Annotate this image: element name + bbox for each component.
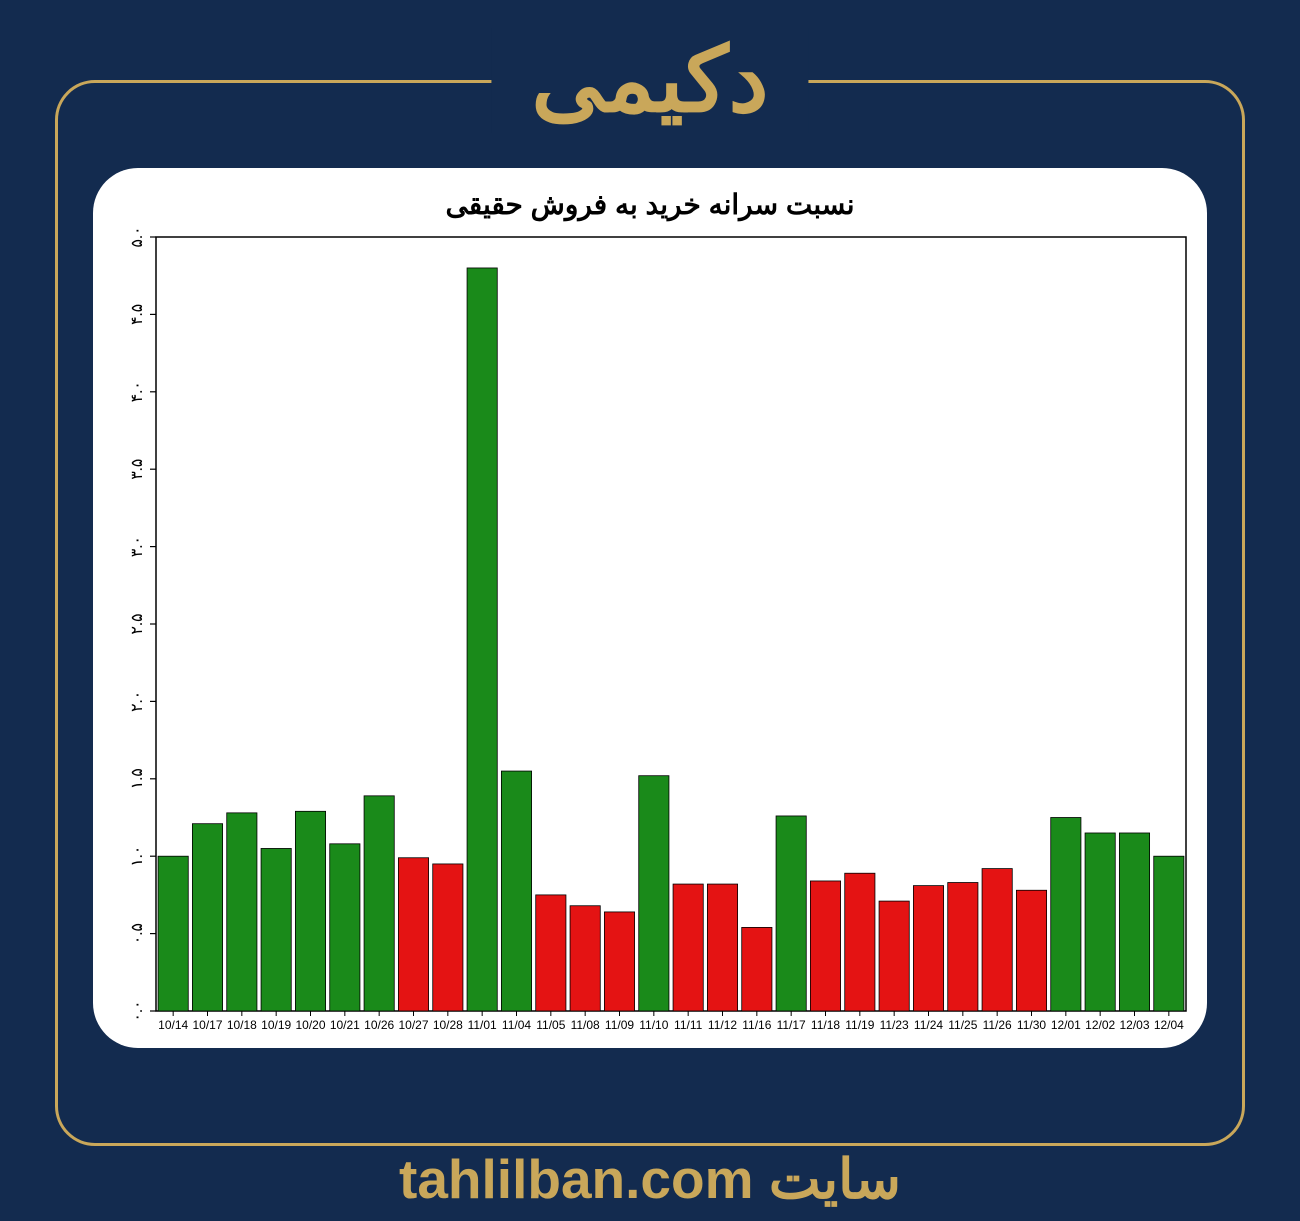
bar (707, 884, 737, 1011)
bar (1119, 833, 1149, 1011)
svg-text:۳.۰: ۳.۰ (129, 536, 146, 557)
bar-chart-svg: ۰.۰ ۰.۵ ۱.۰ ۱.۵ ۲.۰ ۲.۵ ۳.۰ ۳.۵ ۴.۰ ۴.۵ ۵.۰ 10/14 10… (108, 229, 1192, 1039)
plot-area: ۰.۰ ۰.۵ ۱.۰ ۱.۵ ۲.۰ ۲.۵ ۳.۰ ۳.۵ ۴.۰ ۴.۵ ۵.۰ 10/14 10… (108, 229, 1192, 1039)
bar (604, 912, 634, 1011)
page-title: دکیمی (491, 28, 808, 133)
bar (913, 886, 943, 1011)
x-tick-label: 11/26 (983, 1018, 1012, 1032)
decorative-frame: دکیمی نسبت سرانه خرید به فروش حقیقی ۰.۰۰… (55, 80, 1245, 1146)
bar (1051, 818, 1081, 1012)
x-tick-label: 10/26 (364, 1018, 394, 1032)
x-tick-label: 11/04 (502, 1018, 531, 1032)
x-tick-label: 10/20 (295, 1018, 325, 1032)
x-tick-label: 11/17 (777, 1018, 806, 1032)
x-tick-label: 10/19 (261, 1018, 291, 1032)
bar (433, 864, 463, 1011)
bar (467, 268, 497, 1011)
bar (810, 881, 840, 1011)
x-tick-label: 10/17 (192, 1018, 222, 1032)
bar (192, 824, 222, 1011)
x-tick-label: 11/05 (536, 1018, 565, 1032)
bar (742, 927, 772, 1011)
x-tick-label: 10/18 (227, 1018, 257, 1032)
bar (261, 848, 291, 1011)
svg-text:۱.۰: ۱.۰ (129, 846, 146, 867)
bar (1085, 833, 1115, 1011)
x-tick-label: 10/14 (158, 1018, 188, 1032)
x-tick-label: 11/16 (742, 1018, 771, 1032)
x-tick-label: 11/19 (845, 1018, 874, 1032)
svg-text:۲.۵: ۲.۵ (129, 613, 146, 634)
bar (158, 856, 188, 1011)
footer-text: سایت tahlilban.com (0, 1147, 1300, 1211)
chart-panel: نسبت سرانه خرید به فروش حقیقی ۰.۰ ۰.۵ ۱.۰ ۱… (93, 168, 1207, 1048)
bar (570, 906, 600, 1011)
svg-text:۴.۵: ۴.۵ (129, 304, 146, 325)
x-tick-label: 12/04 (1154, 1018, 1184, 1032)
x-tick-label: 12/01 (1051, 1018, 1081, 1032)
x-tick-label: 11/01 (468, 1018, 497, 1032)
svg-text:۱.۵: ۱.۵ (129, 768, 146, 789)
svg-text:۰.۰: ۰.۰ (129, 1000, 146, 1021)
bar (227, 813, 257, 1011)
bar (295, 811, 325, 1011)
svg-text:۲.۰: ۲.۰ (129, 691, 146, 712)
x-tick-label: 11/25 (948, 1018, 977, 1032)
x-tick-label: 10/21 (330, 1018, 360, 1032)
bar (948, 883, 978, 1011)
svg-text:۳.۵: ۳.۵ (129, 459, 146, 480)
x-tick-label: 11/10 (639, 1018, 668, 1032)
x-tick-label: 10/28 (433, 1018, 463, 1032)
x-tick-label: 11/12 (708, 1018, 737, 1032)
bar (536, 895, 566, 1011)
bar (845, 873, 875, 1011)
footer-label: سایت (769, 1148, 901, 1210)
x-tick-label: 10/27 (398, 1018, 428, 1032)
x-tick-label: 12/02 (1085, 1018, 1115, 1032)
svg-text:۰.۵: ۰.۵ (129, 923, 146, 944)
x-tick-label: 11/08 (571, 1018, 600, 1032)
x-tick-label: 11/23 (880, 1018, 909, 1032)
svg-text:۴.۰: ۴.۰ (129, 381, 146, 402)
svg-text:۵.۰: ۵.۰ (129, 229, 146, 248)
bar (982, 869, 1012, 1011)
bar (673, 884, 703, 1011)
x-tick-label: 11/24 (914, 1018, 943, 1032)
x-tick-label: 11/09 (605, 1018, 634, 1032)
x-tick-label: 11/18 (811, 1018, 840, 1032)
bar (1016, 890, 1046, 1011)
bar (639, 776, 669, 1011)
footer-domain: tahlilban.com (399, 1148, 754, 1210)
bar (1154, 856, 1184, 1011)
bar (364, 796, 394, 1011)
x-tick-label: 11/11 (674, 1018, 703, 1032)
x-tick-label: 12/03 (1119, 1018, 1149, 1032)
chart-title: نسبت سرانه خرید به فروش حقیقی (108, 188, 1192, 221)
bar (501, 771, 531, 1011)
bar (398, 858, 428, 1011)
bar (879, 901, 909, 1011)
bar (776, 816, 806, 1011)
x-tick-label: 11/30 (1017, 1018, 1046, 1032)
bar (330, 844, 360, 1011)
